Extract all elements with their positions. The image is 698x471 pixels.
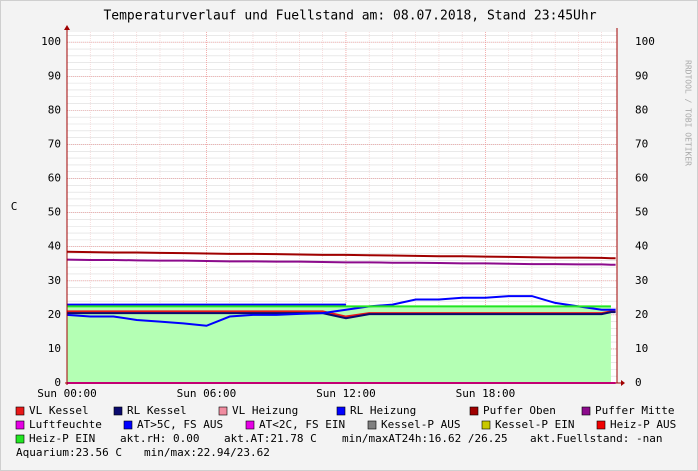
y-tick-label: 10 [48,342,61,355]
legend-label: Heiz-P EIN [29,432,95,445]
legend-label: Puffer Oben [483,404,556,417]
y-tick-label: 70 [48,137,61,150]
legend-label: Heiz-P AUS [610,418,676,431]
y-tick-label: 20 [48,308,61,321]
legend-note: Aquarium:23.56 C [16,446,122,459]
y-tick-label: 100 [635,35,655,48]
y-tick-label: 50 [48,206,61,219]
legend-label: VL Kessel [29,404,89,417]
series-line [66,258,616,266]
axis-arrow [64,25,70,30]
legend-swatch [367,420,377,430]
legend-swatch [15,420,25,430]
y-tick-label: 0 [54,376,61,389]
legend-swatch [123,420,133,430]
y-tick-label: 10 [635,342,648,355]
axis-arrow [621,380,625,386]
legend-label: AT<2C, FS EIN [259,418,345,431]
y-tick-label: 70 [635,137,648,150]
y-tick-label: 90 [48,69,61,82]
x-tick-label: Sun 06:00 [177,387,237,400]
y-axis-label: C [11,200,18,213]
legend-label: Kessel-P EIN [495,418,574,431]
x-tick-label: Sun 18:00 [456,387,516,400]
legend-label: Luftfeuchte [29,418,102,431]
y-tick-label: 100 [41,35,61,48]
y-tick-label: 0 [635,376,642,389]
y-tick-label: 60 [48,172,61,185]
legend-swatch [113,406,123,416]
series-line [67,311,616,320]
chart-title: Temperaturverlauf und Fuellstand am: 08.… [103,9,596,24]
area [67,306,611,383]
y-tick-label: 80 [48,103,61,116]
legend-note: akt.rH: 0.00 [120,432,199,445]
legend-swatch [581,406,591,416]
y-tick-label: 40 [48,240,61,253]
y-tick-label: 20 [635,308,648,321]
series-line [67,310,616,318]
y-tick-label: 50 [635,206,648,219]
legend-label: Kessel-P AUS [381,418,460,431]
legend-note: min/maxAT24h:16.62 /26.25 [342,432,508,445]
watermark: RRDTOOL / TOBI OETIKER [684,60,693,166]
legend-label: RL Kessel [127,404,187,417]
legend-swatch [15,434,25,444]
y-tick-label: 30 [635,274,648,287]
legend-note: min/max:22.94/23.62 [144,446,270,459]
legend-swatch [245,420,255,430]
y-tick-label: 30 [48,274,61,287]
legend-swatch [218,406,228,416]
legend-swatch [469,406,479,416]
legend-swatch [481,420,491,430]
x-tick-label: Sun 00:00 [37,387,97,400]
y-tick-label: 90 [635,69,648,82]
legend-swatch [336,406,346,416]
legend-label: AT>5C, FS AUS [137,418,223,431]
series-line [66,295,616,327]
y-tick-label: 80 [635,103,648,116]
legend-swatch [596,420,606,430]
y-tick-label: 60 [635,172,648,185]
y-tick-label: 40 [635,240,648,253]
legend-note: akt.Fuellstand: -nan [530,432,662,445]
legend-label: Puffer Mitte [595,404,674,417]
x-tick-label: Sun 12:00 [316,387,376,400]
series-line [66,250,616,260]
legend-swatch [15,406,25,416]
legend-label: VL Heizung [232,404,298,417]
legend-label: RL Heizung [350,404,416,417]
legend-note: akt.AT:21.78 C [224,432,317,445]
